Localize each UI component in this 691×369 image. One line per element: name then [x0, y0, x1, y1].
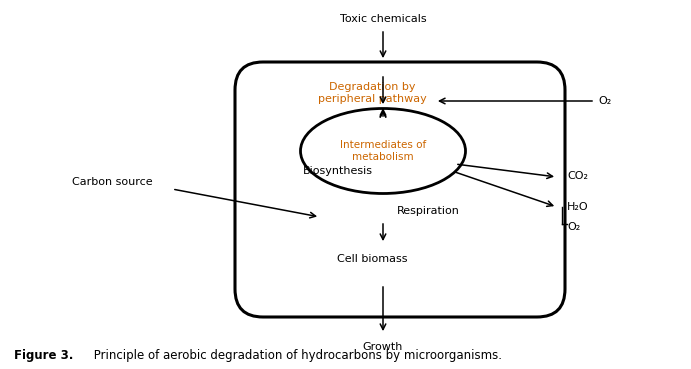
Text: Growth: Growth	[363, 342, 403, 352]
Text: H₂O: H₂O	[567, 202, 589, 212]
Ellipse shape	[301, 108, 466, 193]
Text: Respiration: Respiration	[397, 206, 460, 216]
Text: O₂: O₂	[598, 96, 612, 106]
Text: Carbon source: Carbon source	[72, 177, 152, 187]
Text: Principle of aerobic degradation of hydrocarbons by microorganisms.: Principle of aerobic degradation of hydr…	[90, 349, 502, 362]
Text: Biosynthesis: Biosynthesis	[303, 166, 373, 176]
Text: Intermediates of
metabolism: Intermediates of metabolism	[340, 140, 426, 162]
Text: CO₂: CO₂	[567, 171, 588, 181]
Text: Cell biomass: Cell biomass	[337, 254, 407, 264]
Text: Degradation by
peripheral pathway: Degradation by peripheral pathway	[318, 82, 426, 104]
Text: Toxic chemicals: Toxic chemicals	[340, 14, 426, 24]
Text: Figure 3.: Figure 3.	[14, 349, 73, 362]
Text: O₂: O₂	[567, 222, 580, 232]
